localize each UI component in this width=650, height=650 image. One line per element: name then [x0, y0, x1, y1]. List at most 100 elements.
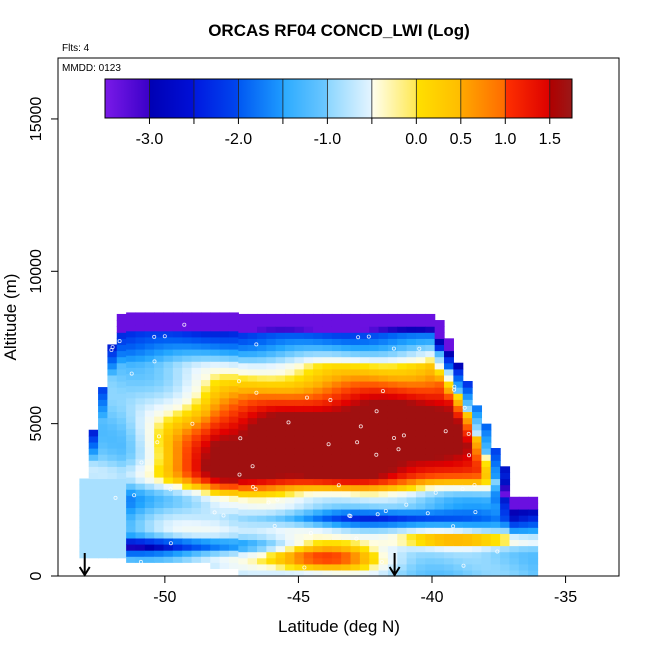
heatmap-cell: [434, 533, 445, 541]
sample-point: [168, 487, 173, 492]
heatmap-cell: [322, 527, 333, 534]
heatmap-cell: [350, 472, 361, 480]
heatmap-cell: [303, 460, 314, 467]
heatmap-cell: [322, 332, 333, 339]
heatmap-cell: [210, 446, 221, 454]
heatmap-cell: [172, 434, 183, 441]
heatmap-cell: [257, 484, 267, 492]
heatmap-cell: [107, 502, 118, 510]
heatmap-cell: [378, 435, 389, 443]
heatmap-cell: [341, 454, 352, 461]
heatmap-cell: [247, 551, 258, 559]
heatmap-cell: [247, 423, 258, 431]
heatmap-cell: [98, 478, 109, 486]
heatmap-cell: [509, 496, 520, 504]
heatmap-cell: [397, 332, 408, 339]
heatmap-cell: [359, 484, 370, 492]
heatmap-cell: [341, 387, 352, 394]
heatmap-cell: [135, 312, 146, 320]
heatmap-cell: [116, 405, 127, 413]
heatmap-cell: [266, 545, 277, 553]
heatmap-cell: [350, 387, 361, 394]
heatmap-cell: [303, 466, 314, 473]
heatmap-cell: [275, 521, 286, 528]
heatmap-cell: [228, 464, 239, 472]
heatmap-cell: [378, 527, 389, 534]
heatmap-cell: [247, 344, 258, 352]
heatmap-cell: [247, 569, 258, 577]
heatmap-cell: [144, 519, 155, 527]
heatmap-cell: [387, 515, 398, 522]
heatmap-cell: [144, 422, 155, 429]
heatmap-cell: [200, 355, 211, 362]
heatmap-cell: [266, 484, 277, 492]
heatmap-cell: [257, 332, 267, 339]
heatmap-cell: [266, 393, 277, 400]
heatmap-cell: [182, 464, 193, 472]
heatmap-cell: [275, 374, 286, 382]
sample-point: [380, 389, 385, 394]
heatmap-cell: [313, 423, 324, 431]
heatmap-cell: [331, 362, 342, 370]
sample-point: [401, 433, 406, 438]
heatmap-cell: [378, 313, 389, 321]
heatmap-cell: [425, 454, 436, 461]
heatmap-cell: [210, 550, 221, 557]
heatmap-cell: [303, 563, 314, 571]
heatmap-cell: [444, 454, 454, 461]
heatmap-cell: [135, 452, 146, 460]
heatmap-cell: [387, 405, 398, 413]
heatmap-cell: [116, 326, 127, 333]
heatmap-cell: [434, 405, 445, 413]
heatmap-cell: [453, 460, 464, 467]
heatmap-cell: [378, 448, 389, 455]
heatmap-cell: [415, 435, 426, 443]
heatmap-cell: [200, 495, 211, 502]
heatmap-cell: [257, 563, 267, 571]
heatmap-cell: [331, 569, 342, 577]
heatmap-cell: [182, 361, 193, 368]
heatmap-cell: [406, 563, 417, 571]
heatmap-cell: [154, 318, 165, 326]
heatmap-cell: [98, 399, 109, 406]
heatmap-cell: [154, 428, 165, 435]
heatmap-cell: [88, 448, 99, 455]
heatmap-cell: [453, 405, 464, 413]
heatmap-cell: [79, 484, 90, 492]
heatmap-cell: [453, 496, 464, 504]
heatmap-cell: [481, 533, 492, 541]
heatmap-cell: [135, 385, 146, 393]
heatmap-cell: [294, 399, 305, 406]
heatmap-cell: [294, 411, 305, 419]
heatmap-cell: [135, 318, 146, 326]
heatmap-cell: [303, 496, 314, 504]
heatmap-cell: [238, 313, 249, 321]
heatmap-cell: [126, 397, 137, 405]
heatmap-cell: [369, 515, 380, 522]
heatmap-cell: [322, 490, 333, 498]
heatmap-cell: [472, 423, 483, 431]
heatmap-cell: [126, 544, 137, 551]
heatmap-cell: [453, 563, 464, 571]
heatmap-cell: [191, 489, 202, 496]
sample-point: [302, 565, 307, 570]
heatmap-cell: [238, 454, 249, 461]
heatmap-cell: [266, 326, 277, 333]
heatmap-cell: [415, 557, 426, 565]
heatmap-cell: [303, 417, 314, 425]
heatmap-cell: [415, 393, 426, 400]
heatmap-cell: [275, 393, 286, 400]
heatmap-cell: [341, 429, 352, 437]
heatmap-cell: [210, 458, 221, 466]
heatmap-cell: [154, 470, 165, 478]
heatmap-cell: [444, 380, 454, 388]
heatmap-cell: [163, 330, 174, 338]
heatmap-cell: [266, 490, 277, 498]
heatmap-cell: [210, 519, 221, 527]
heatmap-cell: [107, 484, 118, 492]
heatmap-cell: [172, 531, 183, 539]
heatmap-cell: [163, 397, 174, 405]
heatmap-cell: [313, 515, 324, 522]
heatmap-cell: [191, 483, 202, 490]
heatmap-cell: [303, 490, 314, 498]
